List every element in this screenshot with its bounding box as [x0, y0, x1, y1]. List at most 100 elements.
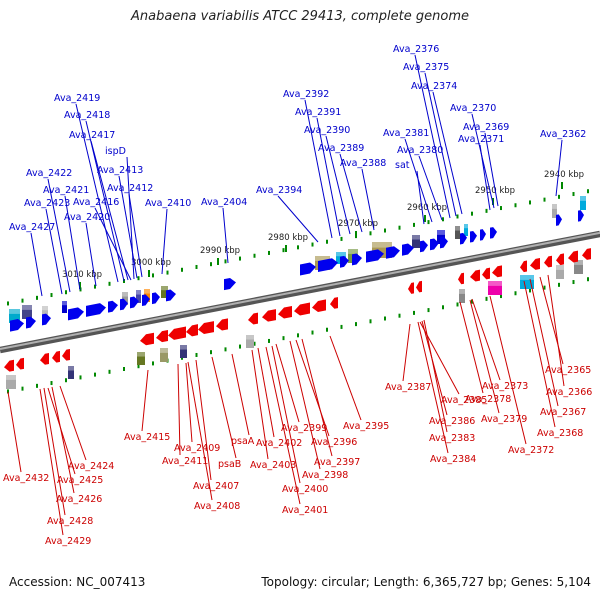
- forward-gene-label: Ava_2390: [304, 125, 350, 136]
- forward-gene-arrow: [10, 319, 24, 332]
- reverse-label-leader: [423, 319, 448, 433]
- feature-box: [580, 196, 586, 210]
- reverse-gene-label: Ava_2378: [465, 394, 511, 405]
- forward-gene-label: Ava_2371: [458, 134, 504, 145]
- reverse-gene-arrow: [16, 357, 24, 370]
- feature-box-fill: [62, 301, 67, 313]
- feature-box: [574, 260, 583, 274]
- forward-label-leader: [30, 232, 43, 297]
- reverse-gene-arrow: [52, 350, 60, 363]
- feature-box-fill: [412, 235, 420, 248]
- reverse-label-leader: [265, 346, 301, 505]
- feature-box-fill: [22, 305, 32, 319]
- ruler-tick-label: 2980 kbp: [268, 233, 308, 243]
- feature-box: [520, 275, 534, 289]
- forward-label-leader: [484, 132, 499, 207]
- forward-gene-arrow: [26, 316, 36, 329]
- reverse-label-leader: [187, 361, 213, 501]
- forward-gene-label: Ava_2380: [397, 145, 443, 156]
- reverse-label-leader: [177, 363, 181, 456]
- forward-gene-label: Ava_2389: [318, 143, 364, 154]
- feature-box-shine: [372, 242, 392, 248]
- reverse-gene-label: Ava_2365: [545, 365, 591, 376]
- reverse-gene-label: Ava_2368: [537, 428, 583, 439]
- forward-gene-arrow: [68, 307, 84, 321]
- reverse-gene-label: psaB: [218, 459, 241, 470]
- forward-label-leader: [64, 195, 81, 291]
- forward-gene-label: Ava_2422: [26, 168, 72, 179]
- forward-gene-label: Ava_2394: [256, 185, 302, 196]
- feature-box-shine: [6, 375, 16, 380]
- feature-box: [42, 306, 48, 318]
- forward-gene-label: Ava_2404: [201, 197, 247, 208]
- feature-box: [246, 335, 254, 348]
- feature-box: [459, 289, 465, 303]
- feature-box-shine: [160, 348, 168, 353]
- reverse-gene-arrow: [198, 321, 214, 335]
- forward-gene-label: Ava_2370: [450, 103, 496, 114]
- feature-box: [180, 345, 187, 358]
- reverse-gene-label: Ava_2386: [429, 416, 475, 427]
- reverse-gene-label: Ava_2400: [282, 484, 328, 495]
- forward-gene-arrow: [224, 277, 236, 291]
- forward-label-leader: [118, 175, 138, 279]
- gene-label-layer: Ava_2427 Ava_2423 Ava_2422 Ava_2421 Ava_2420…: [3, 44, 592, 547]
- feature-box: [68, 366, 74, 379]
- forward-gene-arrow: [440, 236, 448, 249]
- gene-band-layer: [0, 196, 600, 389]
- reverse-label-leader: [402, 323, 411, 382]
- ruler-tick-label: 2970 kbp: [338, 219, 378, 229]
- reverse-gene-label: Ava_2395: [343, 421, 389, 432]
- reverse-label-leader: [251, 349, 269, 460]
- forward-label-leader: [471, 113, 495, 209]
- reverse-label-leader: [469, 299, 500, 414]
- feature-box: [137, 352, 145, 365]
- ruler-tick-label: 2940 kbp: [544, 170, 584, 180]
- forward-gene-label: Ava_2423: [24, 198, 70, 209]
- feature-box-shine: [68, 366, 74, 371]
- reverse-label-leader: [257, 347, 275, 438]
- feature-box-fill: [552, 204, 557, 218]
- reverse-gene-arrow: [520, 260, 527, 273]
- forward-gene-label: Ava_2391: [295, 107, 341, 118]
- reverse-gene-label: Ava_2432: [3, 473, 49, 484]
- reverse-gene-arrow: [482, 267, 490, 280]
- forward-label-leader: [418, 155, 443, 221]
- forward-label-leader: [361, 168, 375, 231]
- reverse-label-leader: [51, 386, 75, 494]
- reverse-label-leader: [489, 295, 527, 445]
- reverse-gene-arrow: [168, 326, 186, 340]
- forward-gene-arrow: [480, 229, 486, 241]
- feature-box-fill: [455, 226, 460, 239]
- feature-box: [160, 348, 168, 362]
- feature-box-shine: [42, 306, 48, 311]
- topology-text: Topology: circular; Length: 6,365,727 bp…: [261, 575, 591, 589]
- reverse-gene-label: Ava_2402: [256, 438, 302, 449]
- reverse-gene-label: Ava_2399: [281, 423, 327, 434]
- forward-label-leader: [94, 207, 132, 281]
- reverse-gene-arrow: [568, 250, 578, 263]
- label-leader-lines: [7, 54, 565, 536]
- feature-box-fill: [437, 230, 445, 244]
- forward-gene-arrow: [470, 230, 477, 243]
- feature-box-fill: [464, 224, 468, 236]
- feature-box-shine: [161, 286, 168, 291]
- reverse-label-leader: [539, 276, 564, 365]
- feature-box-fill: [459, 289, 465, 303]
- accession-text: Accession: NC_007413: [9, 575, 146, 589]
- reverse-label-leader: [329, 335, 362, 421]
- forward-label-leader: [432, 91, 463, 215]
- reverse-gene-arrow: [140, 332, 154, 346]
- reverse-label-leader: [211, 356, 237, 459]
- reverse-gene-arrow: [330, 297, 338, 309]
- forward-gene-arrow: [402, 243, 414, 256]
- reverse-label-leader: [471, 298, 501, 381]
- reverse-gene-arrow: [262, 309, 276, 322]
- forward-gene-arrow: [490, 227, 497, 239]
- reverse-label-leader: [547, 274, 565, 387]
- reverse-label-leader: [7, 391, 22, 473]
- forward-label-leader: [161, 208, 168, 275]
- reverse-gene-arrow: [294, 302, 310, 316]
- reverse-gene-label: Ava_2408: [194, 501, 240, 512]
- feature-box-shine: [246, 335, 254, 340]
